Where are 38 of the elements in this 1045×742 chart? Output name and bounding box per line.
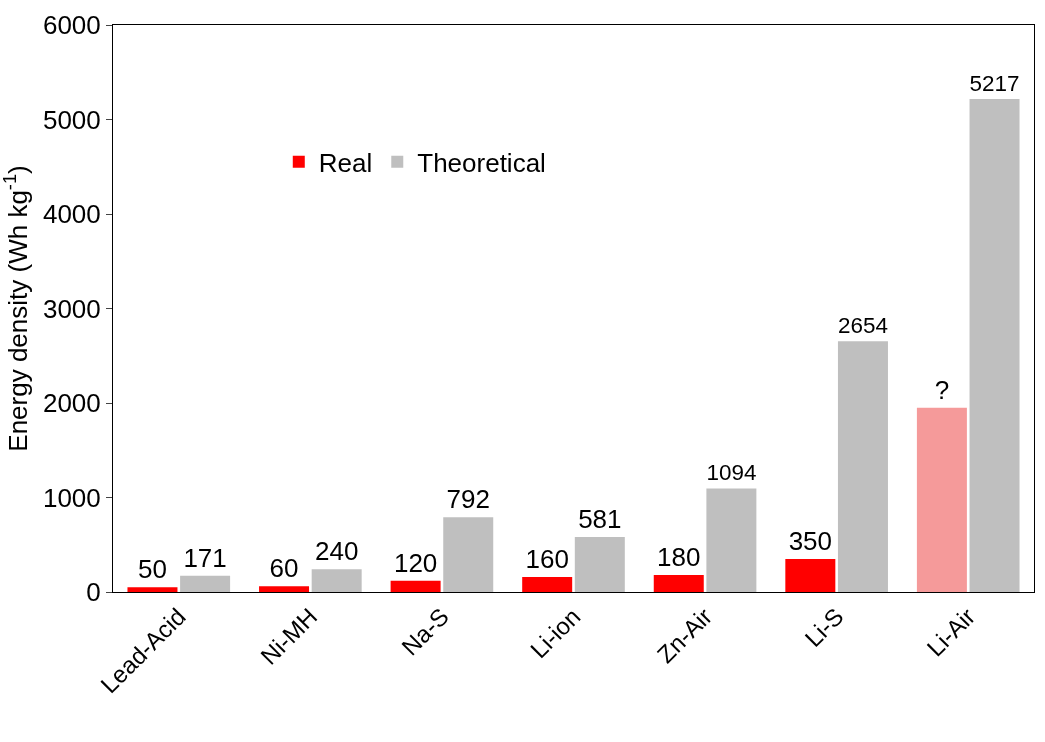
y-tick-label: 5000 [42, 104, 101, 135]
data-label: 171 [183, 542, 227, 573]
data-label: 120 [393, 547, 438, 578]
data-label: 240 [314, 536, 359, 567]
y-tick-label: 3000 [42, 293, 101, 324]
bar [785, 558, 836, 592]
bar [180, 575, 231, 592]
data-label: 1094 [706, 460, 757, 486]
bar [259, 586, 310, 592]
data-label: 60 [269, 553, 299, 584]
bar [574, 537, 625, 592]
data-label: 5217 [969, 70, 1020, 96]
x-tick-label: Li-S [799, 602, 849, 653]
data-label: 792 [446, 484, 490, 515]
y-tick-label: 2000 [42, 388, 101, 419]
data-label: 350 [788, 525, 833, 556]
bar [916, 407, 967, 592]
data-label: 160 [525, 543, 569, 574]
bar [653, 574, 704, 592]
y-tick-label: 1000 [42, 482, 101, 513]
bar [390, 580, 441, 592]
y-tick-label: 4000 [42, 199, 101, 230]
bar [706, 488, 757, 592]
legend-label: Real [318, 147, 373, 178]
legend-label: Theoretical [417, 147, 546, 178]
data-label: 581 [578, 504, 622, 535]
data-label: 180 [657, 541, 701, 572]
bar [522, 576, 573, 592]
bar [127, 587, 178, 592]
y-tick-label: 0 [86, 577, 101, 608]
bar [443, 517, 494, 592]
y-tick-label: 6000 [42, 10, 101, 41]
data-label: ? [934, 374, 950, 405]
data-label: 2654 [837, 313, 888, 339]
data-label: 50 [138, 554, 167, 585]
bar [837, 341, 888, 592]
bar [969, 98, 1020, 592]
bar [311, 569, 362, 592]
